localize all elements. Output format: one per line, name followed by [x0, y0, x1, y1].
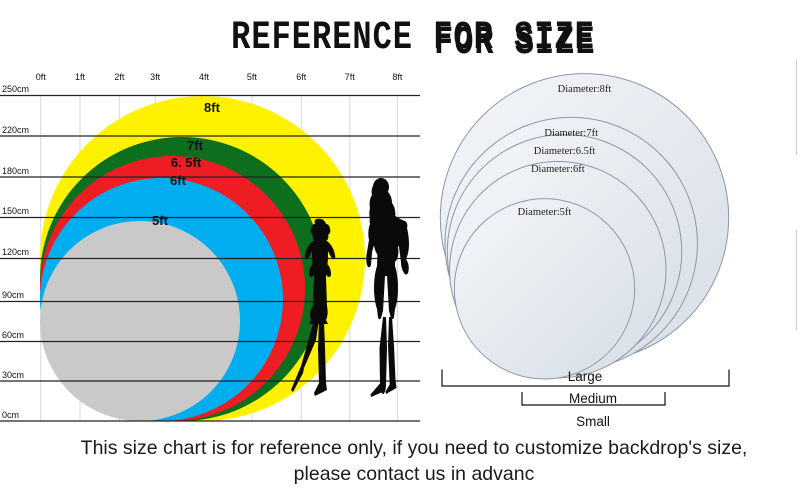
svg-text:Diameter:6ft: Diameter:6ft: [531, 164, 585, 175]
svg-text:90cm: 90cm: [2, 290, 24, 300]
svg-text:Small: Small: [576, 414, 610, 429]
svg-text:Diameter:6.5ft: Diameter:6.5ft: [534, 146, 596, 157]
svg-text:120cm: 120cm: [2, 247, 29, 257]
svg-text:30cm: 30cm: [2, 370, 24, 380]
svg-text:7ft: 7ft: [345, 72, 356, 82]
svg-text:7ft: 7ft: [187, 138, 204, 153]
svg-text:Diameter:8ft: Diameter:8ft: [558, 84, 612, 95]
svg-text:0cm: 0cm: [2, 410, 19, 420]
svg-text:4ft: 4ft: [199, 72, 210, 82]
svg-text:3ft: 3ft: [150, 72, 161, 82]
svg-text:0ft: 0ft: [36, 72, 47, 82]
svg-text:Large: Large: [568, 369, 603, 384]
svg-text:250cm: 250cm: [2, 84, 29, 94]
svg-text:6ft: 6ft: [170, 173, 187, 188]
svg-text:6ft: 6ft: [296, 72, 307, 82]
svg-text:Diameter:7ft: Diameter:7ft: [544, 128, 598, 139]
svg-text:180cm: 180cm: [2, 166, 29, 176]
svg-text:8ft: 8ft: [204, 100, 221, 115]
svg-text:2ft: 2ft: [114, 72, 125, 82]
svg-text:5ft: 5ft: [152, 213, 169, 228]
svg-text:Diameter:5ft: Diameter:5ft: [518, 207, 572, 218]
svg-text:Medium: Medium: [569, 391, 617, 406]
svg-text:60cm: 60cm: [2, 330, 24, 340]
svg-text:5ft: 5ft: [247, 72, 258, 82]
svg-text:8ft: 8ft: [392, 72, 403, 82]
svg-text:220cm: 220cm: [2, 125, 29, 135]
svg-text:1ft: 1ft: [75, 72, 86, 82]
svg-text:6. 5ft: 6. 5ft: [171, 155, 202, 170]
svg-text:150cm: 150cm: [2, 206, 29, 216]
